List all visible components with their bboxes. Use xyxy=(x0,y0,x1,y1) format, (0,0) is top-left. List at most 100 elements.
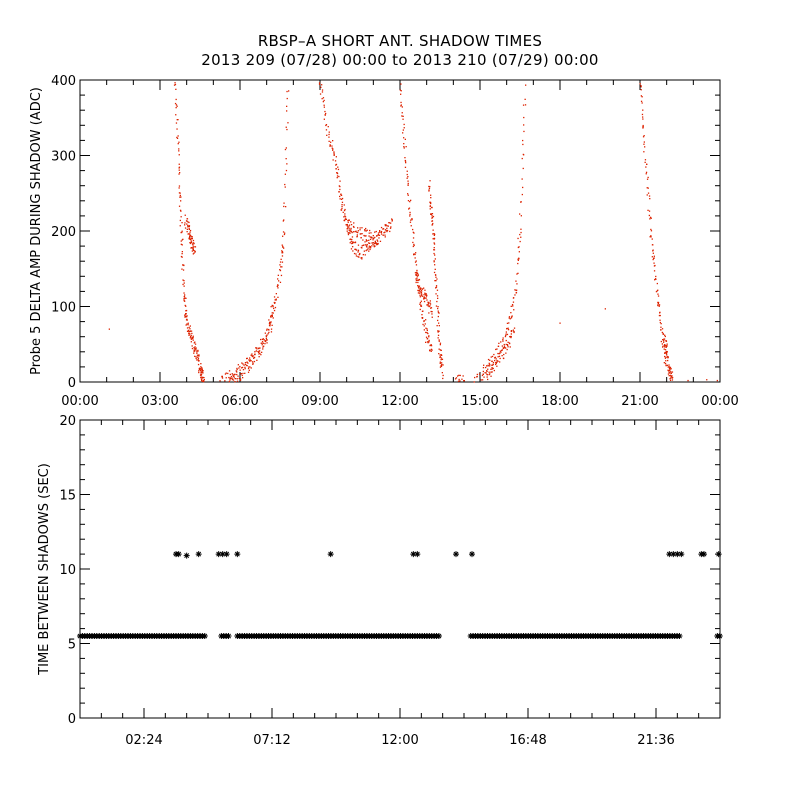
data-point xyxy=(328,136,330,138)
data-point xyxy=(664,362,667,365)
data-point xyxy=(492,361,495,364)
data-point xyxy=(643,143,645,145)
data-point xyxy=(249,359,251,361)
data-point xyxy=(650,236,652,238)
data-point xyxy=(430,194,432,196)
data-point xyxy=(662,333,664,335)
data-point xyxy=(269,323,271,326)
data-point xyxy=(325,124,327,127)
top-panel: 0 100 200 300 400 00:00 03:00 06:00 09:00 12:00 15… xyxy=(29,74,739,409)
data-point xyxy=(391,220,393,222)
data-point xyxy=(364,229,366,231)
data-point xyxy=(282,252,284,254)
data-point xyxy=(236,368,238,371)
data-point xyxy=(329,144,331,146)
data-point xyxy=(368,245,370,247)
data-point xyxy=(409,211,411,214)
data-point xyxy=(431,215,433,217)
data-point xyxy=(249,360,251,362)
data-point xyxy=(256,359,258,361)
data-point xyxy=(428,189,430,191)
data-point xyxy=(642,109,644,111)
data-point xyxy=(661,331,663,334)
data-point xyxy=(419,308,421,311)
data-point xyxy=(181,256,183,258)
asterisk-point xyxy=(327,551,334,558)
x-tick-label: 21:36 xyxy=(637,733,674,748)
data-point xyxy=(432,215,435,218)
data-point xyxy=(279,269,281,271)
data-point xyxy=(489,365,491,367)
data-point xyxy=(379,231,381,233)
data-point xyxy=(265,340,267,343)
data-point xyxy=(258,356,260,358)
data-point xyxy=(285,169,288,172)
data-point xyxy=(648,195,651,197)
data-point xyxy=(380,230,383,233)
data-point xyxy=(440,357,443,359)
data-point xyxy=(401,112,403,114)
data-point xyxy=(662,345,664,347)
data-point xyxy=(346,223,348,226)
data-point xyxy=(185,310,187,312)
data-point xyxy=(266,339,268,341)
data-point xyxy=(285,206,287,208)
data-point xyxy=(191,250,193,252)
data-point xyxy=(521,193,523,196)
data-point xyxy=(517,259,519,261)
data-point xyxy=(377,232,380,234)
data-point xyxy=(178,169,180,171)
y-tick-label: 100 xyxy=(51,301,76,316)
data-point xyxy=(517,262,519,265)
data-point xyxy=(202,370,204,372)
data-point xyxy=(377,234,380,236)
data-point xyxy=(512,297,515,299)
data-point xyxy=(457,375,459,377)
data-point xyxy=(192,337,194,339)
data-point xyxy=(507,329,510,331)
data-point xyxy=(706,379,708,381)
data-point xyxy=(433,247,435,249)
data-point xyxy=(510,333,512,335)
data-point xyxy=(431,220,433,222)
data-point xyxy=(559,322,561,324)
data-point xyxy=(385,229,387,232)
data-point xyxy=(194,348,196,350)
data-point xyxy=(415,273,418,275)
data-point xyxy=(506,344,509,346)
data-point xyxy=(425,319,427,321)
data-point xyxy=(184,304,186,307)
data-point xyxy=(523,124,525,126)
data-point xyxy=(437,307,439,310)
data-point xyxy=(437,319,439,322)
data-point xyxy=(256,348,258,350)
data-point xyxy=(372,237,375,239)
data-point xyxy=(186,318,188,320)
data-point xyxy=(193,252,195,254)
data-point xyxy=(423,296,425,298)
data-point xyxy=(372,242,374,244)
data-point xyxy=(247,371,250,373)
data-point xyxy=(419,292,421,294)
data-point xyxy=(351,238,353,241)
data-point xyxy=(318,82,321,84)
data-point xyxy=(385,224,387,226)
data-point xyxy=(270,321,272,323)
data-point xyxy=(495,363,497,366)
data-point xyxy=(371,242,373,244)
data-point xyxy=(194,246,197,248)
data-point xyxy=(248,366,250,368)
data-point xyxy=(248,369,250,371)
data-point xyxy=(225,377,227,379)
data-point xyxy=(643,151,645,153)
data-point xyxy=(658,305,660,307)
data-point xyxy=(508,322,510,324)
data-point xyxy=(200,368,202,370)
data-point xyxy=(507,346,509,348)
data-point xyxy=(253,356,256,359)
data-point xyxy=(641,102,643,104)
data-point xyxy=(279,281,282,283)
data-point xyxy=(496,365,498,367)
data-point xyxy=(499,350,501,352)
data-point xyxy=(227,372,229,375)
